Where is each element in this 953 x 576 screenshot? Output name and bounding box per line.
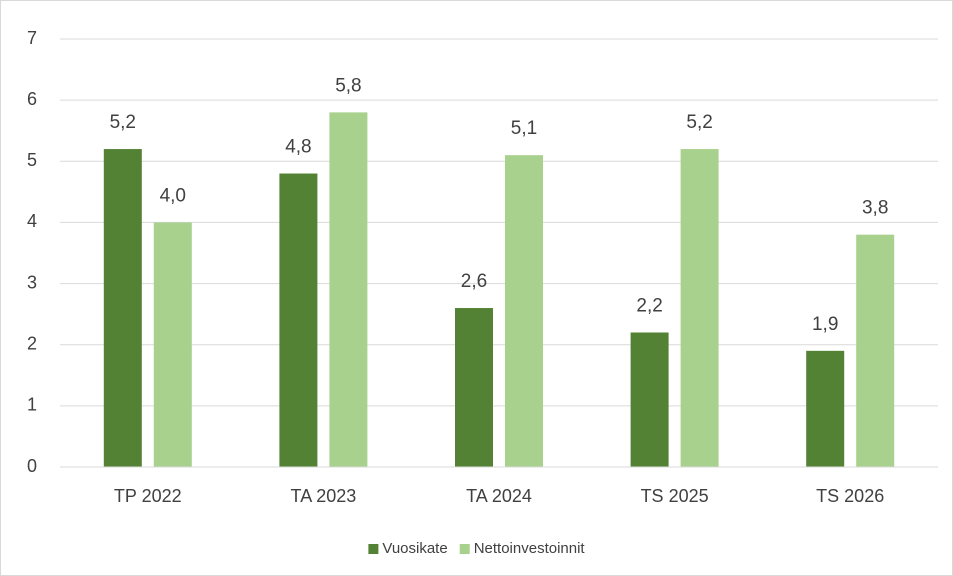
bar bbox=[630, 332, 669, 467]
y-tick-label: 3 bbox=[27, 272, 37, 292]
legend-swatch bbox=[368, 544, 379, 554]
value-label: 3,8 bbox=[862, 198, 888, 219]
legend-swatch bbox=[459, 544, 470, 554]
y-tick-label: 5 bbox=[27, 150, 37, 170]
value-label: 5,8 bbox=[335, 75, 361, 96]
legend-label: Nettoinvestoinnit bbox=[474, 540, 586, 557]
bar bbox=[329, 112, 368, 467]
y-tick-label: 7 bbox=[27, 28, 37, 48]
bar bbox=[680, 149, 719, 468]
bar bbox=[103, 149, 142, 468]
x-tick-label: TS 2025 bbox=[641, 486, 709, 506]
bar bbox=[505, 155, 543, 467]
x-tick-label: TA 2024 bbox=[466, 486, 532, 506]
bar bbox=[455, 308, 493, 467]
value-label: 4,8 bbox=[285, 137, 311, 158]
bar bbox=[806, 350, 845, 467]
value-label: 5,1 bbox=[511, 118, 537, 139]
value-label: 2,2 bbox=[636, 296, 662, 317]
y-tick-label: 4 bbox=[27, 211, 37, 231]
bar bbox=[153, 222, 192, 467]
y-tick-label: 2 bbox=[27, 333, 37, 353]
y-tick-label: 1 bbox=[27, 395, 37, 415]
bar bbox=[279, 173, 318, 467]
x-tick-label: TA 2023 bbox=[291, 486, 357, 506]
y-tick-label: 6 bbox=[27, 89, 37, 109]
x-tick-label: TS 2026 bbox=[816, 486, 884, 506]
legend-label: Vuosikate bbox=[382, 540, 447, 557]
value-label: 2,6 bbox=[461, 271, 487, 292]
value-label: 4,0 bbox=[160, 185, 186, 206]
x-tick-label: TP 2022 bbox=[114, 486, 182, 506]
value-label: 5,2 bbox=[110, 112, 136, 133]
value-label: 1,9 bbox=[812, 314, 838, 335]
value-label: 5,2 bbox=[686, 112, 712, 133]
bar bbox=[856, 234, 895, 467]
y-tick-label: 0 bbox=[27, 456, 37, 476]
